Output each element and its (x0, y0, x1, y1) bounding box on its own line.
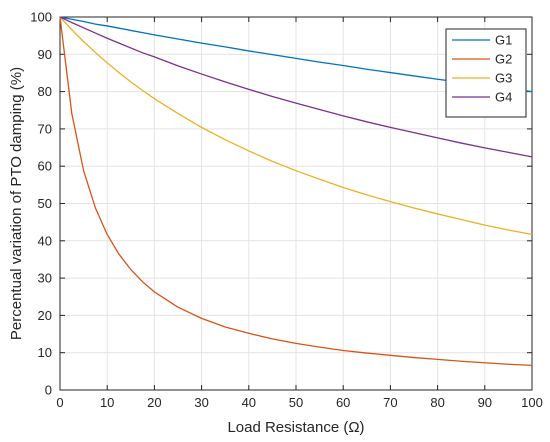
x-tick-label: 30 (194, 395, 208, 410)
y-tick-label: 60 (38, 159, 52, 174)
x-tick-label: 50 (289, 395, 303, 410)
y-axis-ticks: 0 10 20 30 40 50 60 70 80 90 100 (30, 10, 532, 398)
y-tick-label: 20 (38, 308, 52, 323)
x-tick-label: 70 (383, 395, 397, 410)
legend-box (445, 28, 527, 118)
series-line-g3 (59, 16, 533, 236)
x-tick-label: 90 (478, 395, 492, 410)
y-axis-title: Percentual variation of PTO damping (%) (8, 67, 25, 340)
x-tick-label: 10 (100, 395, 114, 410)
y-tick-label: 90 (38, 47, 52, 62)
y-tick-label: 10 (38, 345, 52, 360)
legend-label-g2: G2 (495, 52, 512, 67)
y-tick-label: 70 (38, 121, 52, 136)
y-tick-label: 0 (45, 383, 52, 398)
series-line-g1 (59, 16, 533, 93)
y-tick-label: 100 (30, 10, 52, 25)
series-line-g4 (59, 16, 533, 158)
x-tick-label: 40 (242, 395, 256, 410)
x-tick-label: 60 (336, 395, 350, 410)
x-axis-title: Load Resistance (Ω) (227, 419, 364, 436)
series-line-g2 (59, 16, 533, 367)
x-tick-label: 0 (56, 395, 63, 410)
y-tick-label: 40 (38, 233, 52, 248)
x-tick-label: 80 (430, 395, 444, 410)
legend-label-g1: G1 (495, 33, 512, 48)
y-tick-label: 80 (38, 84, 52, 99)
y-tick-label: 30 (38, 271, 52, 286)
x-axis-ticks: 0 10 20 30 40 50 60 70 80 90 100 (56, 17, 543, 410)
legend-label-g3: G3 (495, 71, 512, 86)
legend: G1 G2 G3 G4 (445, 28, 527, 118)
legend-label-g4: G4 (495, 90, 512, 105)
x-tick-label: 20 (147, 395, 161, 410)
x-tick-label: 100 (521, 395, 543, 410)
series-lines (59, 16, 533, 367)
y-tick-label: 50 (38, 196, 52, 211)
